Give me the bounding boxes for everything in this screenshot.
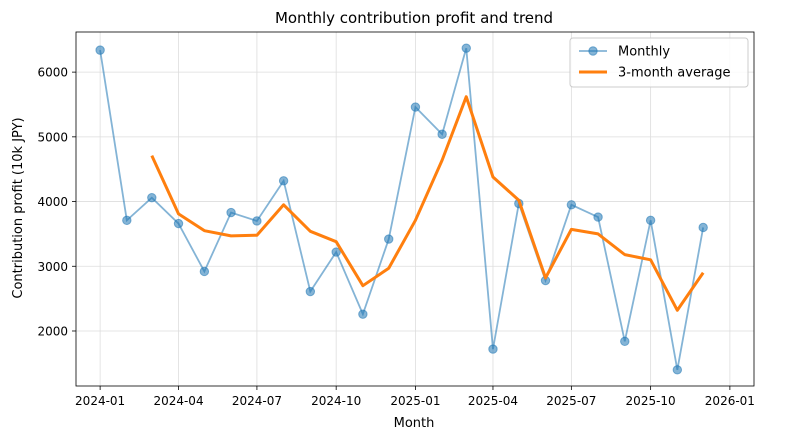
y-tick-label: 3000 <box>37 260 68 274</box>
y-tick-label: 5000 <box>37 130 68 144</box>
series-monthly-point <box>698 222 708 233</box>
series-monthly-point <box>358 309 368 319</box>
x-tick-label: 2025-07 <box>546 394 596 408</box>
series-monthly-point <box>384 234 394 244</box>
chart-title: Monthly contribution profit and trend <box>275 9 553 27</box>
series-monthly-line <box>99 47 705 370</box>
y-axis-label: Contribution profit (10k JPY) <box>11 117 26 298</box>
x-tick-label: 2024-10 <box>311 394 361 408</box>
series-monthly-point <box>226 207 236 218</box>
series-monthly-point <box>488 344 498 354</box>
y-axis: 2000 3000 4000 5000 6000 <box>37 66 76 338</box>
series-monthly-point <box>410 102 421 112</box>
series-3-month-average-line <box>150 95 705 312</box>
series-monthly-point <box>199 266 210 277</box>
x-tick-label: 2025-01 <box>390 394 440 408</box>
series-monthly-point <box>173 218 184 229</box>
x-tick-label: 2024-01 <box>75 394 125 408</box>
series-monthly-point <box>437 129 447 139</box>
legend-box <box>569 37 749 88</box>
series-monthly-point <box>672 365 683 375</box>
series-monthly-point <box>593 212 603 222</box>
x-tick-label: 2025-10 <box>626 394 676 408</box>
legend-monthly-marker <box>588 46 598 56</box>
x-tick-label: 2025-04 <box>468 394 518 408</box>
series-monthly-point <box>278 176 289 186</box>
series-monthly-point <box>252 216 262 226</box>
series-monthly-point <box>645 215 656 226</box>
y-tick-label: 6000 <box>37 66 68 80</box>
x-tick-label: 2024-04 <box>153 394 203 408</box>
x-tick-label: 2026-01 <box>705 394 755 408</box>
y-tick-label: 4000 <box>37 195 68 209</box>
x-axis-label: Month <box>394 416 435 431</box>
x-axis: 2024-01 2024-04 2024-07 2024-10 2025-01 2025-… <box>75 386 755 408</box>
series-monthly-point <box>461 43 471 53</box>
series-monthly-point <box>122 215 132 226</box>
series-monthly-point <box>331 247 341 257</box>
plot-area-frame <box>75 31 755 387</box>
series-monthly-point <box>147 192 157 203</box>
legend-monthly-label: Monthly <box>618 45 670 60</box>
series-layer <box>95 43 708 375</box>
legend-average-label: 3-month average <box>618 66 731 81</box>
series-monthly-point <box>566 200 577 210</box>
x-tick-label: 2024-07 <box>232 394 282 408</box>
series-monthly-point <box>95 45 105 55</box>
legend: Monthly 3-month average <box>569 37 749 88</box>
y-tick-label: 2000 <box>37 324 68 338</box>
series-monthly-point <box>305 286 316 297</box>
series-monthly-point <box>620 336 630 347</box>
